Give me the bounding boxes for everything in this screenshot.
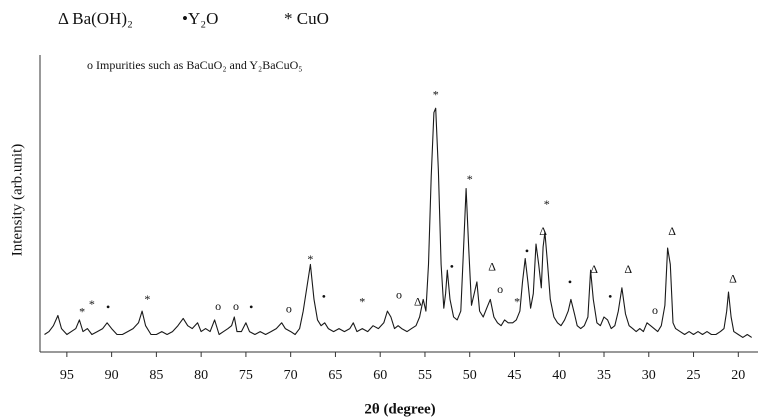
peak-marker: • <box>568 275 572 289</box>
peak-marker: o <box>652 303 658 317</box>
peak-marker: Δ <box>539 224 547 238</box>
x-tick-label: 60 <box>373 368 387 383</box>
peak-marker: o <box>215 299 221 313</box>
peak-marker: • <box>608 290 612 304</box>
peak-marker: Δ <box>414 295 422 309</box>
x-tick-label: 45 <box>507 368 521 383</box>
x-tick-label: 20 <box>731 368 745 383</box>
x-tick-label: 70 <box>284 368 298 383</box>
peak-marker: * <box>544 197 550 211</box>
x-tick-label: 75 <box>239 368 253 383</box>
peak-marker: • <box>450 260 454 274</box>
x-axis-label: 2θ (degree) <box>364 401 435 417</box>
peak-marker: o <box>286 302 292 316</box>
y-axis-label: Intensity (arb.unit) <box>9 144 25 256</box>
x-tick-label: 30 <box>642 368 656 383</box>
x-tick-label: 50 <box>463 368 477 383</box>
x-tick-label: 40 <box>552 368 566 383</box>
peak-marker: • <box>525 244 529 258</box>
peak-marker: • <box>322 290 326 304</box>
x-tick-label: 95 <box>60 368 74 383</box>
peak-marker: Δ <box>668 224 676 238</box>
peak-marker: * <box>514 295 520 309</box>
peak-marker: Δ <box>590 262 598 276</box>
legend-entry: * CuO <box>284 9 329 28</box>
peak-marker: Δ <box>729 272 737 286</box>
x-tick-label: 85 <box>149 368 163 383</box>
x-tick-label: 65 <box>328 368 342 383</box>
peak-marker: Δ <box>488 260 496 274</box>
x-tick-label: 25 <box>687 368 701 383</box>
x-tick-label: 55 <box>418 368 432 383</box>
x-tick-label: 80 <box>194 368 208 383</box>
peak-marker: * <box>144 292 150 306</box>
peak-marker: * <box>79 305 85 319</box>
peak-marker: * <box>89 297 95 311</box>
peak-marker: • <box>249 300 253 314</box>
peak-marker: * <box>307 252 313 266</box>
legend-entry: Δ Ba(OH)₂ <box>58 9 133 28</box>
x-tick-label: 35 <box>597 368 611 383</box>
x-tick-label: 90 <box>105 368 119 383</box>
peak-marker: * <box>359 295 365 309</box>
peak-marker: o <box>396 288 402 302</box>
legend-note: o Impurities such as BaCuO₂ and Y₂BaCuO₅ <box>87 58 302 72</box>
peak-marker: o <box>497 282 503 296</box>
peak-marker: Δ <box>624 262 632 276</box>
peak-marker: * <box>467 172 473 186</box>
peak-marker: • <box>106 300 110 314</box>
peak-marker: * <box>433 88 439 102</box>
peak-marker: o <box>233 299 239 313</box>
spectrum-line <box>44 107 753 338</box>
legend-entry: •Y₂O <box>182 9 218 28</box>
